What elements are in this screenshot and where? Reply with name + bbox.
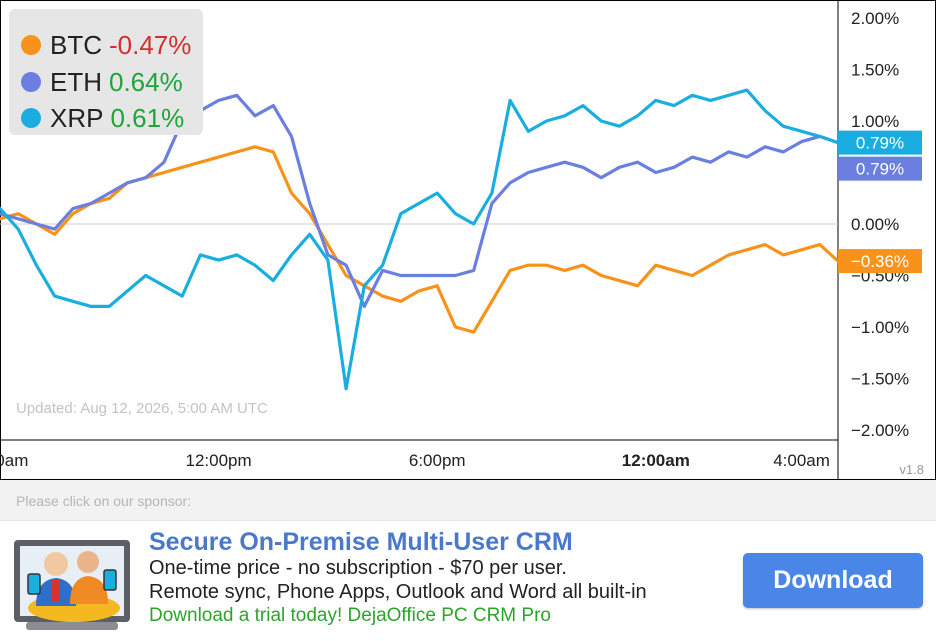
chart-legend: BTC -0.47% ETH 0.64% XRP 0.61% xyxy=(9,9,203,135)
y-tick-label: 1.50% xyxy=(851,61,899,80)
series-line-eth xyxy=(0,93,840,308)
legend-change: -0.47% xyxy=(109,29,192,60)
y-tick-label: 0.00% xyxy=(851,215,899,234)
updated-timestamp: Updated: Aug 12, 2026, 5:00 AM UTC xyxy=(16,400,268,417)
xrp-dot-icon xyxy=(21,108,41,128)
value-badge xyxy=(838,130,922,155)
ad-line-trial: Download a trial today! DejaOffice PC CR… xyxy=(149,605,551,626)
download-button[interactable]: Download xyxy=(743,553,923,608)
legend-name: XRP xyxy=(50,102,104,133)
ad-title[interactable]: Secure On-Premise Multi-User CRM xyxy=(149,528,573,556)
series-line-btc xyxy=(0,145,840,334)
y-tick-label: 2.00% xyxy=(851,9,899,28)
value-badge-label: 0.79% xyxy=(856,160,904,179)
y-tick-label: −2.00% xyxy=(851,421,909,440)
sponsor-label: Please click on our sponsor: xyxy=(16,493,192,509)
legend-item-btc[interactable]: BTC -0.47% xyxy=(21,28,191,62)
value-badge-label: −0.36% xyxy=(851,252,909,271)
x-tick-label: 6:00am xyxy=(0,451,28,470)
value-badge xyxy=(838,249,922,274)
legend-change: 0.64% xyxy=(109,66,183,97)
legend-name: ETH xyxy=(50,66,102,97)
legend-item-eth[interactable]: ETH 0.64% xyxy=(21,65,183,99)
series-line-xrp xyxy=(0,88,840,391)
y-tick-label: 1.00% xyxy=(851,112,899,131)
crm-logo-icon xyxy=(14,540,130,630)
btc-dot-icon xyxy=(21,35,41,55)
legend-name: BTC xyxy=(50,29,102,60)
legend-change: 0.61% xyxy=(110,102,185,133)
legend-item-xrp[interactable]: XRP 0.61% xyxy=(21,101,184,135)
x-tick-label: 12:00am xyxy=(622,451,690,470)
eth-dot-icon xyxy=(21,72,41,92)
y-tick-label: −1.00% xyxy=(851,318,909,337)
y-tick-label: −1.50% xyxy=(851,370,909,389)
version-label: v1.8 xyxy=(899,462,924,477)
x-tick-label: 12:00pm xyxy=(186,451,252,470)
ad-line-features: Remote sync, Phone Apps, Outlook and Wor… xyxy=(149,581,647,603)
ad-line-price: One-time price - no subscription - $70 p… xyxy=(149,557,567,579)
value-badge-label: 0.79% xyxy=(856,134,904,153)
value-badge xyxy=(838,156,922,181)
crypto-chart-panel: 2.00%1.50%1.00%0.50%0.00%−0.50%−1.00%−1.… xyxy=(0,0,936,480)
price-change-chart: 2.00%1.50%1.00%0.50%0.00%−0.50%−1.00%−1.… xyxy=(0,0,936,480)
x-tick-label: 6:00pm xyxy=(409,451,466,470)
x-tick-label: 4:00am xyxy=(773,451,830,470)
